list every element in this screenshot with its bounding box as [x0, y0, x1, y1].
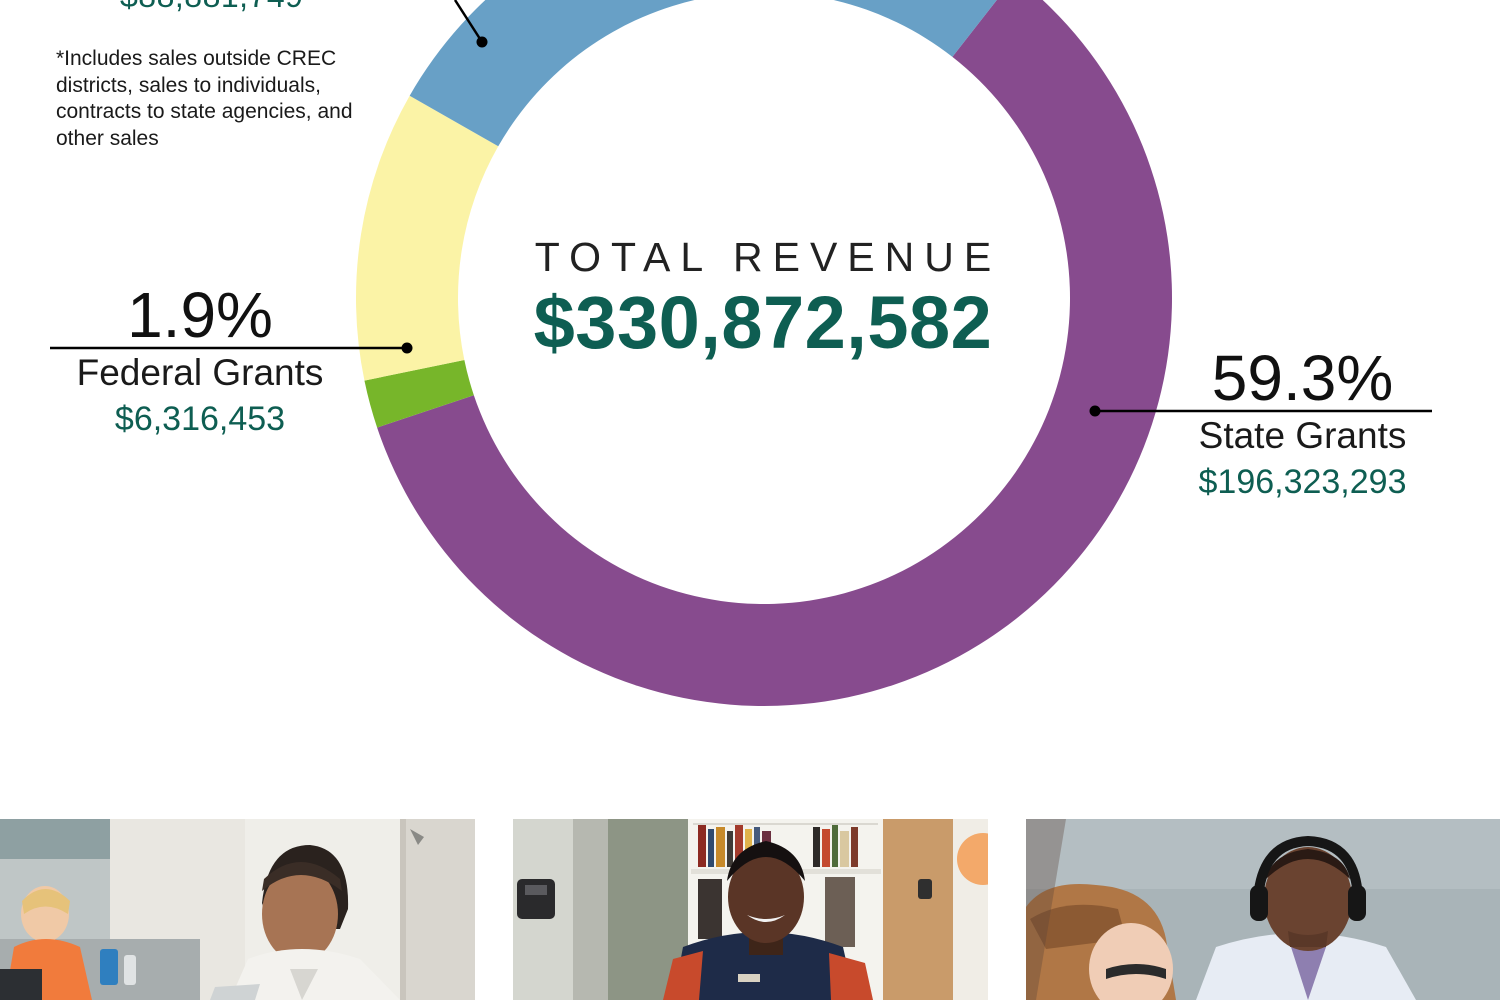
- donut-slice-unlabeled-3: [409, 0, 997, 147]
- federal-grants-amount: $6,316,453: [114, 400, 286, 438]
- state-leader-dot: [1089, 405, 1101, 417]
- federal-grants-callout: 1.9% Federal Grants $6,316,453: [50, 280, 350, 442]
- state-grants-amount: $196,323,293: [1198, 463, 1407, 501]
- cut-off-amount-label: $88,881,749: [120, 0, 303, 15]
- donut-slice-federal-grants: [364, 359, 474, 428]
- state-grants-callout: 59.3% State Grants $196,323,293: [1160, 343, 1445, 505]
- yellow-leader-line: [453, 0, 484, 43]
- footnote: *Includes sales outside CREC districts, …: [56, 47, 353, 150]
- photo-adult-learners: [0, 819, 475, 1000]
- yellow-leader-dot: [476, 36, 488, 48]
- total-revenue-amount: $330,872,582: [533, 281, 993, 364]
- federal-grants-percent: 1.9%: [127, 279, 273, 351]
- donut-slice-state-grants: [377, 0, 1172, 706]
- state-grants-percent: 59.3%: [1211, 342, 1394, 414]
- photo-learners-headphones: [1026, 819, 1500, 1000]
- total-revenue-title: TOTAL REVENUE: [534, 234, 1002, 280]
- federal-grants-label: Federal Grants: [76, 352, 324, 393]
- donut-slice-unlabeled-2: [355, 95, 499, 381]
- federal-leader-dot: [401, 342, 413, 354]
- photo-student-smiling: [513, 819, 988, 1000]
- revenue-donut-chart: [50, 0, 1432, 706]
- state-grants-label: State Grants: [1198, 415, 1407, 456]
